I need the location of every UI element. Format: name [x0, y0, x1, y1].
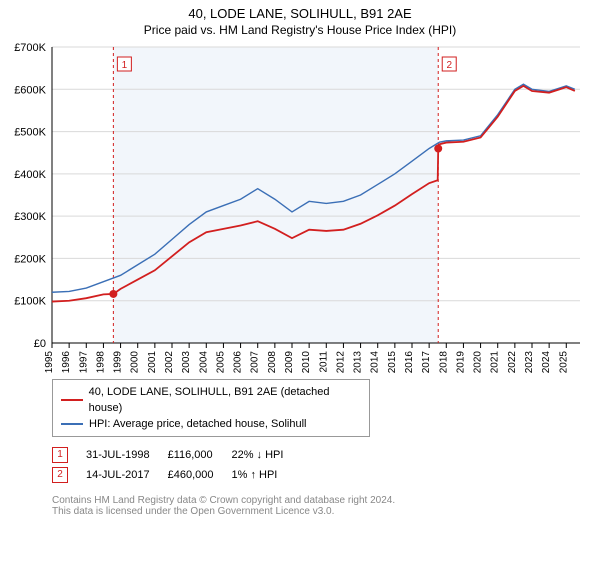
- svg-text:2006: 2006: [233, 351, 244, 373]
- svg-text:2011: 2011: [318, 351, 329, 373]
- svg-text:2025: 2025: [558, 351, 569, 373]
- svg-text:1996: 1996: [61, 351, 72, 373]
- svg-text:2019: 2019: [455, 351, 466, 373]
- footer-attribution: Contains HM Land Registry data © Crown c…: [52, 495, 600, 517]
- legend-swatch: [61, 423, 83, 425]
- svg-text:2021: 2021: [490, 351, 501, 373]
- svg-text:2012: 2012: [335, 351, 346, 373]
- svg-text:2005: 2005: [215, 351, 226, 373]
- line-chart: £0 £100K £200K £300K £400K £500K £600K £700K 199…: [0, 43, 600, 373]
- svg-text:2010: 2010: [301, 351, 312, 373]
- footer-line: This data is licensed under the Open Gov…: [52, 506, 600, 517]
- svg-text:2: 2: [446, 60, 452, 71]
- svg-text:£700K: £700K: [14, 43, 46, 54]
- trade-marker-icon: 1: [52, 447, 68, 463]
- legend-row: 40, LODE LANE, SOLIHULL, B91 2AE (detach…: [61, 384, 361, 416]
- trade-row: 1 31-JUL-1998 £116,000 22% ↓ HPI: [52, 445, 301, 465]
- svg-text:2015: 2015: [387, 351, 398, 373]
- svg-text:1997: 1997: [78, 351, 89, 373]
- svg-text:2004: 2004: [198, 351, 209, 373]
- svg-text:£100K: £100K: [14, 296, 46, 308]
- svg-text:2007: 2007: [250, 351, 261, 373]
- svg-text:£500K: £500K: [14, 127, 46, 139]
- trade-delta: 1% ↑ HPI: [231, 465, 301, 485]
- trade-date: 31-JUL-1998: [86, 445, 168, 465]
- svg-text:2013: 2013: [353, 351, 364, 373]
- legend-label: 40, LODE LANE, SOLIHULL, B91 2AE (detach…: [89, 384, 361, 416]
- svg-text:2000: 2000: [130, 351, 141, 373]
- svg-text:£400K: £400K: [14, 169, 46, 181]
- legend-row: HPI: Average price, detached house, Soli…: [61, 416, 361, 432]
- chart-subtitle: Price paid vs. HM Land Registry's House …: [0, 23, 600, 37]
- svg-text:2020: 2020: [473, 351, 484, 373]
- svg-text:2024: 2024: [541, 351, 552, 373]
- chart-area: £0 £100K £200K £300K £400K £500K £600K £700K 199…: [0, 43, 600, 373]
- trade-price: £116,000: [168, 445, 232, 465]
- svg-text:2023: 2023: [524, 351, 535, 373]
- trade-marker-icon: 2: [52, 467, 68, 483]
- svg-text:2001: 2001: [147, 351, 158, 373]
- chart-title: 40, LODE LANE, SOLIHULL, B91 2AE: [0, 6, 600, 21]
- footer-line: Contains HM Land Registry data © Crown c…: [52, 495, 600, 506]
- svg-text:2014: 2014: [370, 351, 381, 373]
- svg-text:2017: 2017: [421, 351, 432, 373]
- svg-text:£600K: £600K: [14, 84, 46, 96]
- svg-text:2002: 2002: [164, 351, 175, 373]
- svg-text:2008: 2008: [267, 351, 278, 373]
- svg-text:2009: 2009: [284, 351, 295, 373]
- legend-swatch: [61, 399, 83, 401]
- trade-price: £460,000: [168, 465, 232, 485]
- svg-text:£0: £0: [34, 338, 46, 350]
- legend-label: HPI: Average price, detached house, Soli…: [89, 416, 307, 432]
- legend: 40, LODE LANE, SOLIHULL, B91 2AE (detach…: [52, 379, 370, 437]
- svg-text:£200K: £200K: [14, 253, 46, 265]
- trade-date: 14-JUL-2017: [86, 465, 168, 485]
- svg-text:£300K: £300K: [14, 211, 46, 223]
- trades-table: 1 31-JUL-1998 £116,000 22% ↓ HPI 2 14-JU…: [52, 445, 600, 485]
- svg-text:1995: 1995: [44, 351, 55, 373]
- trade-delta: 22% ↓ HPI: [231, 445, 301, 465]
- svg-text:2003: 2003: [181, 351, 192, 373]
- svg-text:2018: 2018: [438, 351, 449, 373]
- svg-text:2016: 2016: [404, 351, 415, 373]
- svg-text:2022: 2022: [507, 351, 518, 373]
- svg-text:1999: 1999: [113, 351, 124, 373]
- svg-text:1998: 1998: [95, 351, 106, 373]
- svg-text:1: 1: [122, 60, 128, 71]
- trade-row: 2 14-JUL-2017 £460,000 1% ↑ HPI: [52, 465, 301, 485]
